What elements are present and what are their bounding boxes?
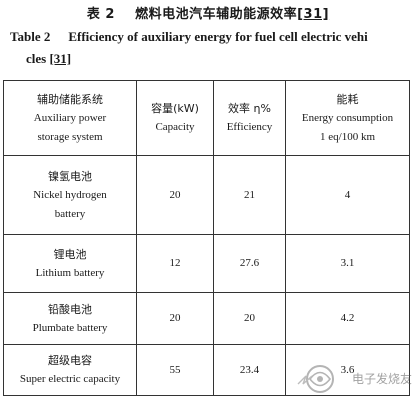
elecfans-logo-icon <box>297 365 334 393</box>
header-energy-cn: 能耗 <box>336 92 359 106</box>
caption-cn-label: 表 2 <box>86 7 115 22</box>
header-energy-en-1: Energy consumption <box>301 111 394 124</box>
cell-energy: 4.2 <box>285 292 410 345</box>
cell-energy: 3.6 <box>285 344 410 396</box>
header-efficiency-en: Efficiency <box>226 121 273 133</box>
cell-system: 镍氢电池 Nickel hydrogen battery <box>3 155 137 235</box>
header-energy: 能耗 Energy consumption 1 eq/100 km <box>285 80 410 156</box>
table-row: 超级电容 Super electric capacity 55 23.4 3.6 <box>3 344 410 396</box>
cell-system-cn: 锂电池 <box>53 247 87 261</box>
cell-system: 锂电池 Lithium battery <box>3 234 137 293</box>
cell-system-cn: 镍氢电池 <box>48 169 92 183</box>
cell-system-cn: 超级电容 <box>48 354 92 367</box>
cell-capacity: 12 <box>136 234 214 293</box>
header-energy-en-2: 1 eq/100 km <box>320 130 375 143</box>
header-capacity-cn: 容量(kW) <box>151 102 199 115</box>
caption-en-ref: [31] <box>49 51 72 66</box>
header-system: 辅助储能系统 Auxiliary power storage system <box>3 80 137 156</box>
cell-system-en-2: battery <box>54 207 86 220</box>
caption-english: Table 2 Efficiency of auxiliary energy fo… <box>10 26 410 70</box>
cell-efficiency: 20 <box>213 292 286 345</box>
cell-system-en-1: Nickel hydrogen <box>33 188 107 201</box>
caption-en-title-line1: Efficiency of auxiliary energy for fuel … <box>68 29 368 44</box>
cell-energy: 4 <box>285 155 410 235</box>
table-row: 锂电池 Lithium battery 12 27.6 3.1 <box>3 234 410 293</box>
cell-capacity: 20 <box>136 292 214 345</box>
table-row: 铅酸电池 Plumbate battery 20 20 4.2 <box>3 292 410 345</box>
header-system-cn: 辅助储能系统 <box>37 92 103 106</box>
header-efficiency: 效率 η% Efficiency <box>213 80 286 156</box>
caption-en-label: Table 2 <box>10 29 51 44</box>
efficiency-table: 辅助储能系统 Auxiliary power storage system 容量… <box>3 80 410 396</box>
cell-system: 铅酸电池 Plumbate battery <box>3 292 137 345</box>
header-system-en-1: Auxiliary power <box>33 111 107 124</box>
cell-efficiency: 27.6 <box>213 234 286 293</box>
cell-energy: 3.1 <box>285 234 410 293</box>
header-capacity-en: Capacity <box>155 121 195 133</box>
caption-chinese: 表 2 燃料电池汽车辅助能源效率[31] <box>0 3 416 22</box>
cell-efficiency: 21 <box>213 155 286 235</box>
header-efficiency-cn: 效率 η% <box>228 102 271 115</box>
cell-efficiency: 23.4 <box>213 344 286 396</box>
cell-capacity: 55 <box>136 344 214 396</box>
cell-system: 超级电容 Super electric capacity <box>3 344 137 396</box>
caption-en-title-line2: cles <box>26 51 47 66</box>
cell-capacity: 20 <box>136 155 214 235</box>
caption-cn-title: 燃料电池汽车辅助能源效率 <box>135 7 298 22</box>
header-capacity: 容量(kW) Capacity <box>136 80 214 156</box>
watermark-text: 电子发烧友 <box>351 372 412 386</box>
table-header-row: 辅助储能系统 Auxiliary power storage system 容量… <box>3 80 410 156</box>
cell-system-en-1: Plumbate battery <box>32 321 108 334</box>
cell-system-en-1: Lithium battery <box>35 266 105 279</box>
table-row: 镍氢电池 Nickel hydrogen battery 20 21 4 <box>3 155 410 235</box>
cell-system-en-1: Super electric capacity <box>19 373 121 385</box>
header-system-en-2: storage system <box>37 130 103 143</box>
caption-cn-ref: [31] <box>297 7 330 22</box>
cell-system-cn: 铅酸电池 <box>48 302 92 316</box>
watermark: 电子发烧友 <box>294 362 412 396</box>
